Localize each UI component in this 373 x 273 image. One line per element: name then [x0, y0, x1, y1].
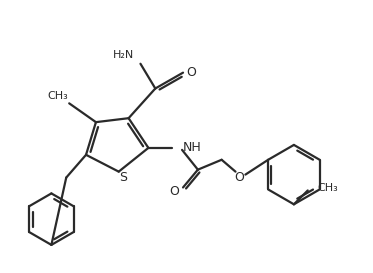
Text: H₂N: H₂N — [113, 50, 135, 60]
Text: S: S — [119, 171, 127, 184]
Text: O: O — [186, 66, 196, 79]
Text: CH₃: CH₃ — [47, 91, 68, 101]
Text: CH₃: CH₃ — [318, 183, 338, 194]
Text: O: O — [169, 185, 179, 198]
Text: O: O — [235, 171, 244, 184]
Text: NH: NH — [183, 141, 202, 155]
